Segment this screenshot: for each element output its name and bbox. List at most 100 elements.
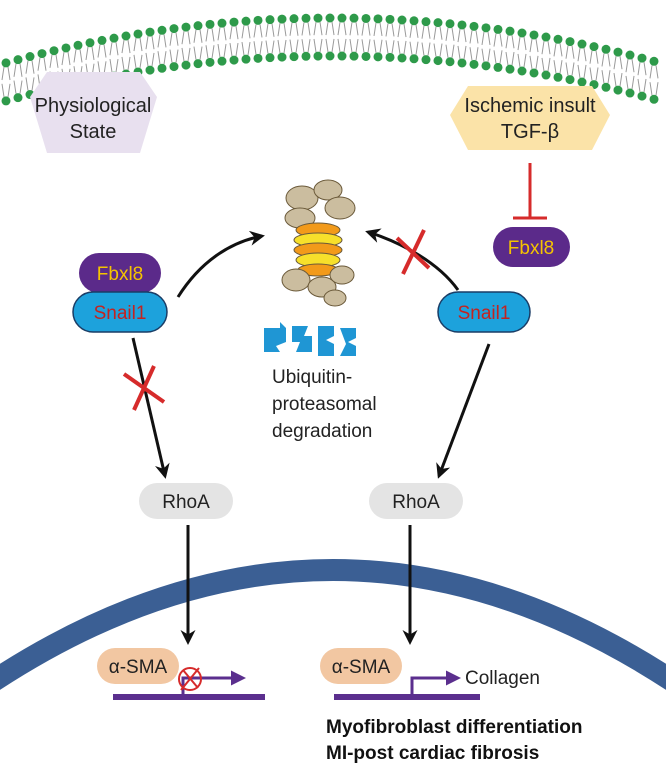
nuclear-membrane xyxy=(0,559,666,691)
snail1-right-label: Snail1 xyxy=(458,303,511,324)
lipid-head xyxy=(397,15,407,25)
lipid-head xyxy=(409,16,419,26)
lipid-head xyxy=(517,28,527,38)
lipid-head xyxy=(589,42,599,52)
lipid-tail xyxy=(637,62,647,93)
lipid-tail xyxy=(529,38,539,70)
fbxl8-left: Fbxl8 xyxy=(79,253,161,293)
lipid-head xyxy=(13,55,23,65)
lipid-head xyxy=(121,31,131,41)
lipid-head xyxy=(61,43,71,53)
physiological-state-line2: State xyxy=(70,121,117,143)
lipid-head xyxy=(613,85,623,95)
lipid-tail xyxy=(277,23,287,54)
lipid-head xyxy=(421,55,431,65)
lipid-head xyxy=(349,13,359,23)
lipid-tail xyxy=(109,42,119,73)
lipid-head xyxy=(181,60,191,70)
lipid-tail xyxy=(217,27,227,58)
lipid-head xyxy=(445,19,455,29)
lipid-head xyxy=(229,17,239,27)
lipid-tail xyxy=(349,22,359,53)
lipid-head xyxy=(73,40,83,50)
lipid-head xyxy=(529,30,539,40)
lipid-head xyxy=(433,18,443,28)
inhibition-cross-icon xyxy=(122,365,166,411)
lipid-tail xyxy=(205,28,215,59)
lipid-head xyxy=(241,16,251,26)
lipid-tail xyxy=(97,44,107,75)
lipid-head xyxy=(469,59,479,69)
arrow-snail1-left-to-rhoa xyxy=(131,337,170,479)
lipid-head xyxy=(373,52,383,62)
lipid-head xyxy=(289,52,299,62)
lipid-tail xyxy=(433,26,443,57)
degradation-line1: Ubiquitin- xyxy=(272,367,352,388)
degradation-line2: proteasomal xyxy=(272,394,377,415)
lipid-tail xyxy=(409,24,419,55)
lipid-head xyxy=(49,46,59,56)
ischemic-insult-line2: TGF-β xyxy=(501,121,559,143)
lipid-head xyxy=(505,26,515,36)
inhibition-cross-icon xyxy=(395,229,431,275)
physiological-state-line1: Physiological xyxy=(35,95,152,117)
lipid-tail xyxy=(325,21,335,53)
lipid-tail xyxy=(61,51,71,83)
lipid-tail xyxy=(601,53,611,84)
lipid-head xyxy=(553,72,563,82)
lipid-head xyxy=(505,64,515,74)
lipid-tail xyxy=(193,29,203,60)
lipid-tail xyxy=(577,47,587,79)
lipid-head xyxy=(205,57,215,67)
lipid-head xyxy=(517,66,527,76)
lipid-tail xyxy=(553,43,563,74)
lipid-tail xyxy=(625,58,635,90)
snail1-left: Snail1 xyxy=(72,291,168,333)
outcome-line2: MI-post cardiac fibrosis xyxy=(326,743,539,764)
lipid-head xyxy=(577,39,587,49)
lipid-head xyxy=(169,24,179,34)
asma-right-label: α-SMA xyxy=(332,657,391,678)
lipid-tail xyxy=(469,30,479,61)
lipid-tail xyxy=(85,46,95,77)
lipid-head xyxy=(145,65,155,75)
lipid-head xyxy=(85,38,95,48)
lipid-head xyxy=(481,23,491,33)
lipid-head xyxy=(241,54,251,64)
degradation-label: Ubiquitin- proteasomal degradation xyxy=(272,367,377,442)
transcription-arrow-icon xyxy=(410,670,461,694)
lipid-tail xyxy=(517,36,527,68)
lipid-head xyxy=(409,54,419,64)
lipid-head xyxy=(469,21,479,31)
outcome-line1: Myofibroblast differentiation xyxy=(326,717,583,738)
lipid-head xyxy=(565,37,575,47)
lipid-tail xyxy=(613,56,623,87)
physiological-state-box: Physiological State xyxy=(30,72,157,153)
lipid-head xyxy=(313,13,323,23)
lipid-head xyxy=(601,82,611,92)
ischemic-insult-box: Ischemic insult TGF-β xyxy=(450,86,610,150)
lipid-tail xyxy=(49,54,59,85)
lipid-head xyxy=(145,27,155,37)
arrow-snail1-right-to-rhoa xyxy=(436,343,491,479)
lipid-head xyxy=(337,51,347,61)
lipid-head xyxy=(397,53,407,63)
lipid-head xyxy=(565,75,575,85)
lipid-head xyxy=(157,63,167,73)
lipid-head xyxy=(37,49,47,59)
blocked-transcription-icon xyxy=(178,667,202,691)
lipid-head xyxy=(289,14,299,24)
lipid-head xyxy=(385,14,395,24)
lipid-head xyxy=(193,59,203,69)
lipid-tail xyxy=(181,31,191,62)
rhoa-right: RhoA xyxy=(369,483,463,519)
lipid-head xyxy=(301,51,311,61)
lipid-tail xyxy=(337,21,347,53)
lipid-head xyxy=(637,53,647,63)
lipid-head xyxy=(577,77,587,87)
lipid-head xyxy=(373,14,383,24)
lipid-head xyxy=(541,32,551,42)
lipid-head xyxy=(337,13,347,23)
lipid-tail xyxy=(73,49,83,80)
lipid-head xyxy=(265,15,275,25)
